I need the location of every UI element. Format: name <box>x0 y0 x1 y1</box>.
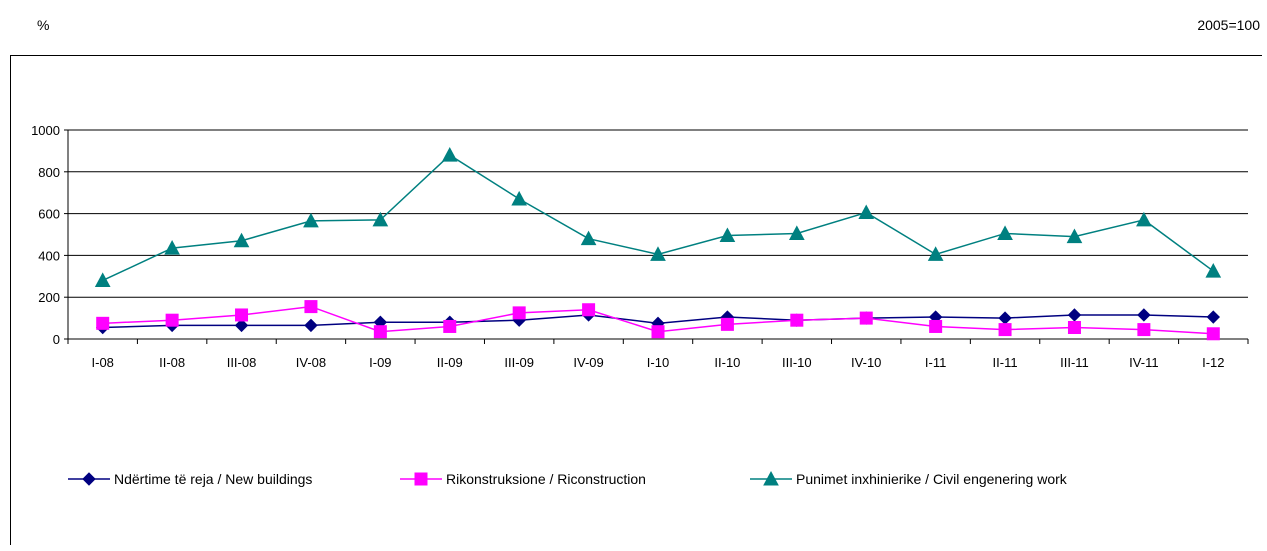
data-point-series-3 <box>94 272 111 287</box>
data-point-series-3 <box>788 225 805 240</box>
data-point-series-2 <box>443 319 457 333</box>
data-point-series-1 <box>1067 308 1082 322</box>
legend-marker <box>82 472 96 486</box>
data-point-series-1 <box>998 311 1012 325</box>
data-point-series-2 <box>304 300 318 314</box>
x-tick-label: IV-09 <box>573 355 603 370</box>
data-point-series-3 <box>580 230 597 246</box>
legend-label: Rikonstruksione / Riconstruction <box>446 471 646 487</box>
x-tick-label: III-10 <box>782 355 812 370</box>
y-tick-label: 800 <box>38 165 60 180</box>
unit-label: % <box>37 17 50 33</box>
data-point-series-3 <box>511 190 528 206</box>
x-tick-label: II-09 <box>437 355 463 370</box>
y-tick-label: 200 <box>38 290 60 305</box>
data-point-series-3 <box>1136 211 1152 227</box>
x-tick-label: I-12 <box>1202 355 1224 370</box>
x-tick-label: I-11 <box>925 355 946 370</box>
data-point-series-2 <box>235 308 249 322</box>
x-tick-label: III-09 <box>504 355 534 370</box>
x-tick-label: I-09 <box>369 355 391 370</box>
data-point-series-3 <box>164 240 180 255</box>
x-tick-label: I-08 <box>92 355 114 370</box>
data-point-series-3 <box>719 227 736 243</box>
data-point-series-2 <box>1206 327 1220 341</box>
data-point-series-3 <box>997 225 1013 240</box>
x-tick-label: IV-10 <box>851 355 881 370</box>
data-point-series-3 <box>233 232 250 248</box>
data-point-series-1 <box>1206 310 1221 324</box>
y-tick-label: 0 <box>53 332 60 347</box>
data-point-series-3 <box>1205 263 1222 278</box>
data-point-series-2 <box>998 323 1012 337</box>
legend-marker <box>763 470 779 486</box>
data-point-series-3 <box>858 204 875 220</box>
legend-label: Punimet inxhinierike / Civil engenering … <box>796 471 1068 487</box>
series-line-3 <box>102 154 1214 282</box>
data-point-series-2 <box>96 316 110 330</box>
data-point-series-3 <box>927 246 944 261</box>
data-point-series-2 <box>651 325 665 339</box>
y-tick-label: 600 <box>38 207 60 222</box>
data-point-series-2 <box>512 306 526 320</box>
y-tick-label: 400 <box>38 248 60 263</box>
chart-frame <box>10 55 1262 545</box>
x-tick-label: III-08 <box>227 355 257 370</box>
y-tick-label: 1000 <box>31 123 60 138</box>
x-tick-label: IV-08 <box>296 355 326 370</box>
data-point-series-2 <box>790 313 804 327</box>
base-year-note: 2005=100 <box>1197 17 1260 33</box>
data-point-series-2 <box>859 311 873 325</box>
data-point-series-3 <box>1066 228 1083 244</box>
data-point-series-2 <box>373 325 387 339</box>
x-tick-label: II-11 <box>993 355 1018 370</box>
x-tick-label: III-11 <box>1060 355 1089 370</box>
data-point-series-1 <box>304 318 318 333</box>
data-point-series-2 <box>165 313 179 327</box>
data-point-series-1 <box>1137 308 1151 322</box>
x-tick-label: I-10 <box>647 355 669 370</box>
data-point-series-2 <box>1067 321 1081 335</box>
data-point-series-3 <box>303 212 319 228</box>
data-point-series-1 <box>234 318 249 333</box>
x-tick-label: II-08 <box>159 355 185 370</box>
data-point-series-2 <box>1137 323 1151 337</box>
data-point-series-3 <box>372 211 389 227</box>
legend-marker <box>414 472 428 486</box>
x-tick-label: IV-11 <box>1129 355 1158 370</box>
legend-label: Ndërtime të reja / New buildings <box>114 471 312 487</box>
data-point-series-2 <box>582 303 596 317</box>
data-point-series-2 <box>929 319 943 333</box>
x-tick-label: II-10 <box>714 355 740 370</box>
data-point-series-3 <box>441 147 458 162</box>
data-point-series-3 <box>650 246 666 261</box>
data-point-series-2 <box>720 317 734 331</box>
